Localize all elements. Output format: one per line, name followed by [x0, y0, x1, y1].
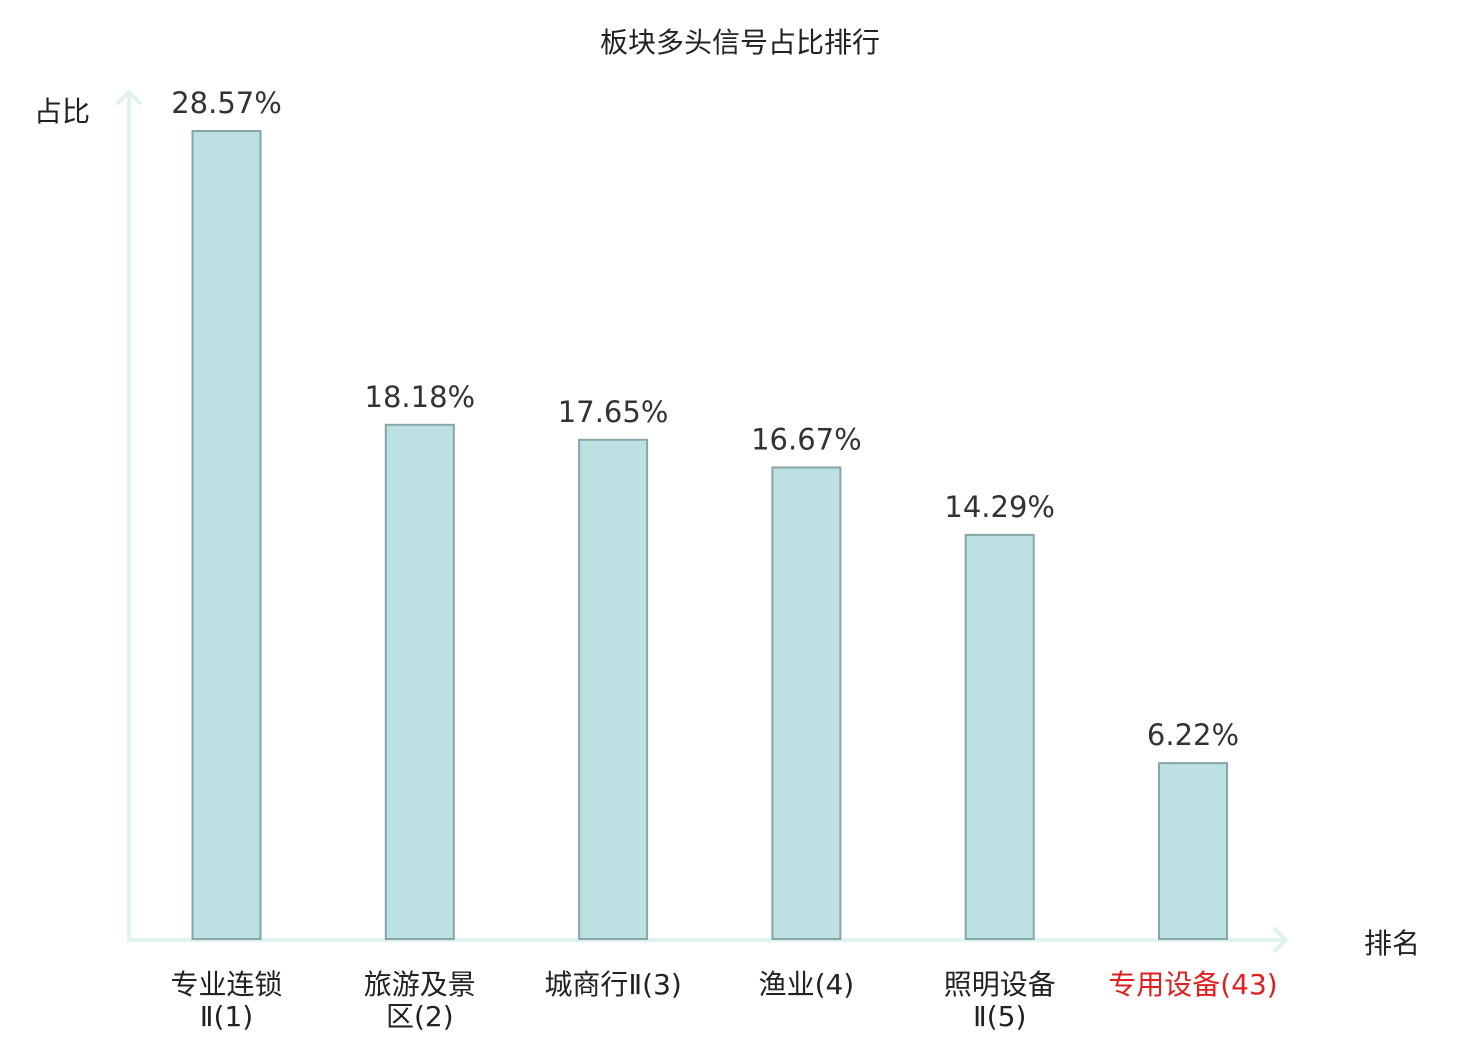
- bar-2: [578, 438, 649, 940]
- bars-group: [191, 130, 1228, 941]
- bar-1: [384, 423, 455, 940]
- category-label-5-line-0: 专用设备(43): [1108, 968, 1277, 1001]
- chart-title: 板块多头信号占比排行: [600, 26, 880, 59]
- y-axis-label: 占比: [34, 95, 90, 128]
- value-label-5: 6.22%: [1147, 718, 1239, 752]
- bar-5: [1158, 762, 1228, 940]
- bar-4: [964, 533, 1035, 941]
- value-labels-group: 28.57% 18.18% 17.65% 16.67% 14.29% 6.22%: [171, 86, 1239, 752]
- category-label-2-line-0: 城商行Ⅱ(3): [544, 968, 681, 1001]
- value-label-3: 16.67%: [751, 423, 862, 457]
- category-label-0-line-1: Ⅱ(1): [200, 1000, 253, 1033]
- value-label-2: 17.65%: [558, 395, 669, 429]
- bar-0: [191, 130, 262, 940]
- value-label-4: 14.29%: [944, 490, 1055, 524]
- category-label-3-line-0: 渔业(4): [759, 968, 855, 1001]
- x-axis-label: 排名: [1364, 927, 1420, 960]
- category-label-1-line-0: 旅游及景: [364, 968, 476, 1001]
- category-label-0-line-0: 专业连锁: [170, 968, 282, 1001]
- category-label-4-line-0: 照明设备: [944, 968, 1056, 1001]
- value-label-0: 28.57%: [171, 86, 282, 120]
- bar-3: [771, 466, 842, 940]
- value-label-1: 18.18%: [365, 380, 476, 414]
- x-axis-arrow: [1273, 927, 1288, 953]
- category-label-4-line-1: Ⅱ(5): [973, 1000, 1026, 1033]
- category-label-1-line-1: 区(2): [386, 1000, 454, 1033]
